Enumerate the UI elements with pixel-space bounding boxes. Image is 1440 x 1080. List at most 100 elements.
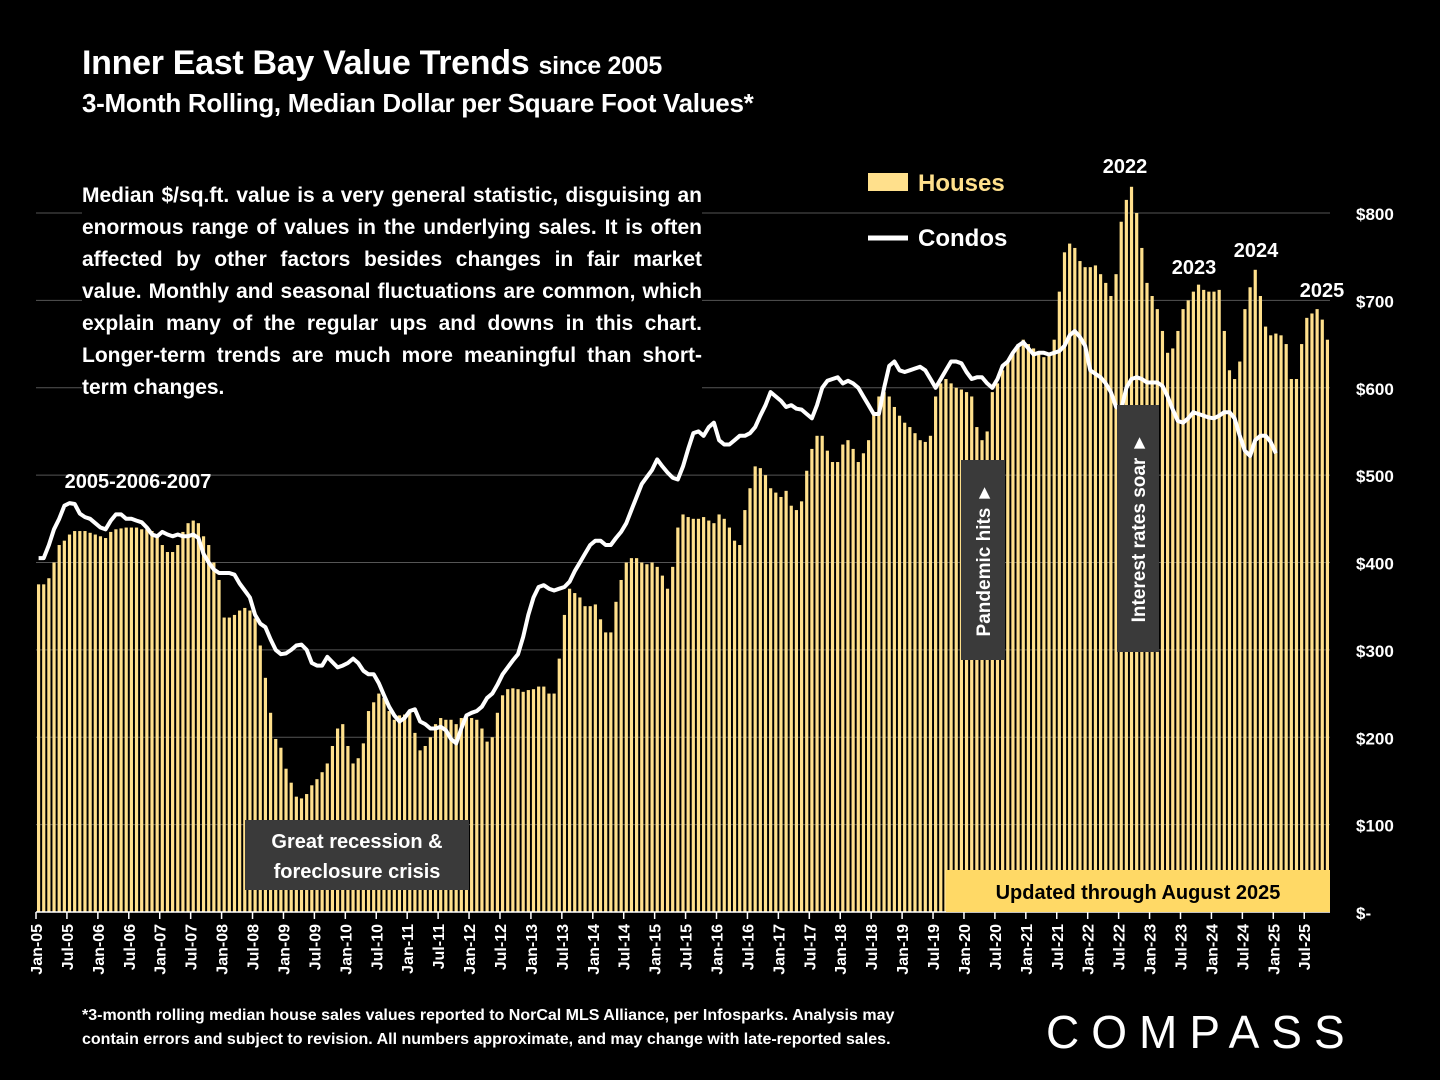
y-tick-label: $700 (1356, 292, 1394, 311)
house-bar (1093, 265, 1098, 912)
house-bar (480, 728, 484, 912)
house-bar (372, 702, 376, 912)
x-tick-label: Jan-25 (1266, 924, 1283, 975)
house-bar (1325, 339, 1330, 913)
house-bar (490, 737, 494, 912)
house-bar (583, 606, 587, 912)
house-bar (109, 531, 113, 912)
house-bar (949, 383, 953, 913)
house-bar (645, 564, 649, 912)
house-bar (567, 588, 572, 912)
house-bar (140, 529, 144, 912)
house-bar (897, 415, 902, 912)
house-bar (671, 566, 675, 912)
house-bar (191, 520, 195, 912)
house-bar (485, 741, 489, 912)
x-tick-label: Jul-10 (369, 924, 386, 970)
house-bar (1057, 291, 1061, 912)
annotation-interest: Interest rates soar ► (1129, 434, 1150, 623)
house-bar (676, 527, 680, 912)
house-bar (552, 693, 556, 912)
house-bar (238, 610, 242, 912)
house-bar (387, 711, 391, 912)
x-tick-label: Jan-16 (710, 924, 727, 975)
house-bar (805, 470, 809, 912)
x-tick-label: Jul-19 (926, 924, 943, 970)
y-tick-label: $- (1356, 904, 1371, 923)
chart-subtitle: 3-Month Rolling, Median Dollar per Squar… (82, 88, 754, 118)
house-bar (738, 545, 742, 912)
house-bar (1114, 274, 1118, 913)
house-bar (892, 406, 896, 912)
house-bar (506, 689, 510, 912)
compass-logo: COMPASS (1046, 1006, 1357, 1058)
house-bar (975, 427, 979, 912)
house-bar (769, 488, 773, 912)
house-bar (1042, 357, 1046, 912)
house-bar (531, 689, 536, 912)
house-bar (598, 619, 603, 912)
x-tick-label: Jul-25 (1297, 924, 1314, 970)
house-bar (763, 475, 768, 912)
x-tick-label: Jul-12 (493, 924, 510, 970)
house-bar (846, 440, 850, 912)
explanatory-note: Median $/sq.ft. value is a very general … (82, 180, 702, 404)
house-bar (1310, 313, 1314, 912)
house-bar (1171, 348, 1175, 912)
y-tick-label: $800 (1356, 205, 1394, 224)
house-bar (124, 527, 128, 912)
house-bar (392, 719, 396, 912)
house-bar (196, 523, 200, 912)
x-tick-label: Jan-07 (153, 924, 170, 975)
house-bar (103, 538, 108, 912)
house-bar (547, 693, 551, 912)
footnote-line-1: *3-month rolling median house sales valu… (82, 1007, 895, 1024)
house-bar (810, 448, 814, 912)
x-tick-label: Jul-23 (1173, 924, 1190, 970)
house-bar (1016, 344, 1020, 912)
house-bar (500, 695, 505, 912)
house-bar (1176, 330, 1180, 912)
house-bar (521, 691, 525, 912)
house-bar (866, 440, 871, 912)
house-bar (1191, 291, 1195, 912)
x-tick-label: Jul-08 (246, 924, 263, 970)
house-bar (1098, 274, 1103, 913)
house-bar (397, 715, 402, 912)
x-tick-label: Jul-20 (988, 924, 1005, 970)
house-bar (681, 514, 685, 912)
house-bar (841, 444, 845, 912)
annotation-updated: Updated through August 2025 (996, 882, 1281, 904)
house-bar (263, 677, 268, 912)
house-bar (1300, 344, 1304, 912)
house-bar (702, 517, 706, 912)
house-bar (980, 440, 984, 912)
house-bar (88, 532, 92, 912)
house-bar (856, 462, 860, 912)
y-tick-label: $600 (1356, 380, 1394, 399)
house-bar (403, 714, 407, 912)
house-bar (908, 427, 912, 912)
house-bar (562, 614, 567, 912)
house-bar (934, 396, 938, 912)
house-bar (243, 607, 247, 912)
house-bar (268, 712, 273, 912)
house-bar (1186, 300, 1190, 912)
house-bar (903, 422, 907, 912)
y-tick-label: $300 (1356, 642, 1394, 661)
house-bar (248, 610, 252, 912)
house-bar (789, 505, 793, 912)
house-bar (1315, 309, 1319, 912)
house-bar (604, 632, 608, 912)
house-bar (1160, 330, 1165, 912)
house-bar (454, 724, 458, 912)
x-tick-label: Jul-09 (307, 924, 324, 970)
house-bar (748, 488, 752, 912)
x-tick-label: Jan-24 (1204, 924, 1221, 975)
house-bar (57, 545, 61, 912)
house-bar (686, 517, 690, 912)
x-tick-label: Jan-15 (648, 924, 665, 975)
house-bar (665, 588, 670, 912)
house-bar (1073, 247, 1077, 912)
